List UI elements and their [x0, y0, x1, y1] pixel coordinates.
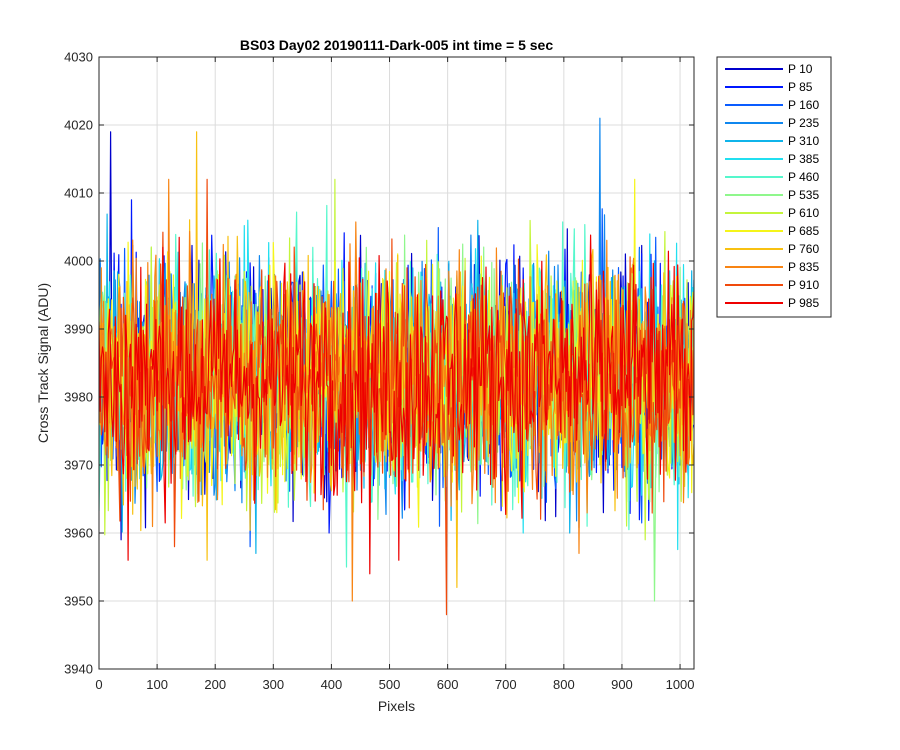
y-tick-label: 3950: [64, 594, 93, 609]
x-tick-label: 500: [379, 677, 401, 692]
y-tick-label: 3970: [64, 458, 93, 473]
legend: P 10 P 85 P 160 P 235 P 310 P 385 P 460 P 535 P …: [716, 56, 832, 318]
legend-entry-label: P 910: [788, 278, 819, 292]
x-tick-label: 800: [553, 677, 575, 692]
x-tick-label: 300: [262, 677, 284, 692]
y-tick-label: 3980: [64, 390, 93, 405]
legend-entry-label: P 835: [788, 260, 819, 274]
series-line-p985: [99, 234, 694, 575]
legend-entry-label: P 385: [788, 152, 819, 166]
legend-entry-label: P 160: [788, 98, 819, 112]
x-tick-label: 400: [321, 677, 343, 692]
series-layer: [99, 117, 694, 616]
legend-entry-label: P 310: [788, 134, 819, 148]
x-tick-label: 600: [437, 677, 459, 692]
y-axis-label: Cross Track Signal (ADU): [35, 283, 51, 443]
legend-box: [716, 56, 832, 318]
y-tick-label: 3960: [64, 526, 93, 541]
legend-entry-label: P 610: [788, 206, 819, 220]
legend-entry-label: P 85: [788, 80, 813, 94]
legend-entry-label: P 10: [788, 62, 813, 76]
x-tick-label: 100: [146, 677, 168, 692]
y-tick-label: 4010: [64, 186, 93, 201]
plot-area: 0 100 200 300 400 500 600 700 800 900 1000 3940 3950…: [64, 50, 694, 693]
x-tick-label: 0: [95, 677, 102, 692]
chart-title: BS03 Day02 20190111-Dark-005 int time = …: [240, 37, 553, 53]
y-tick-label: 4000: [64, 254, 93, 269]
y-tick-label: 3990: [64, 322, 93, 337]
legend-entry-label: P 985: [788, 296, 819, 310]
legend-entry-label: P 760: [788, 242, 819, 256]
y-tick-label: 4030: [64, 50, 93, 65]
y-tick-label: 3940: [64, 662, 93, 677]
x-tick-label: 700: [495, 677, 517, 692]
x-tick-label: 1000: [666, 677, 695, 692]
x-tick-label: 900: [611, 677, 633, 692]
x-tick-label: 200: [204, 677, 226, 692]
legend-entry-label: P 535: [788, 188, 819, 202]
legend-entry-label: P 460: [788, 170, 819, 184]
x-axis-label: Pixels: [378, 698, 415, 714]
axis-ticks: 0 100 200 300 400 500 600 700 800 900 1000 3940 3950…: [64, 50, 694, 693]
legend-entry-label: P 235: [788, 116, 819, 130]
y-tick-label: 4020: [64, 118, 93, 133]
legend-entry-label: P 685: [788, 224, 819, 238]
axes-box: [98, 56, 695, 670]
